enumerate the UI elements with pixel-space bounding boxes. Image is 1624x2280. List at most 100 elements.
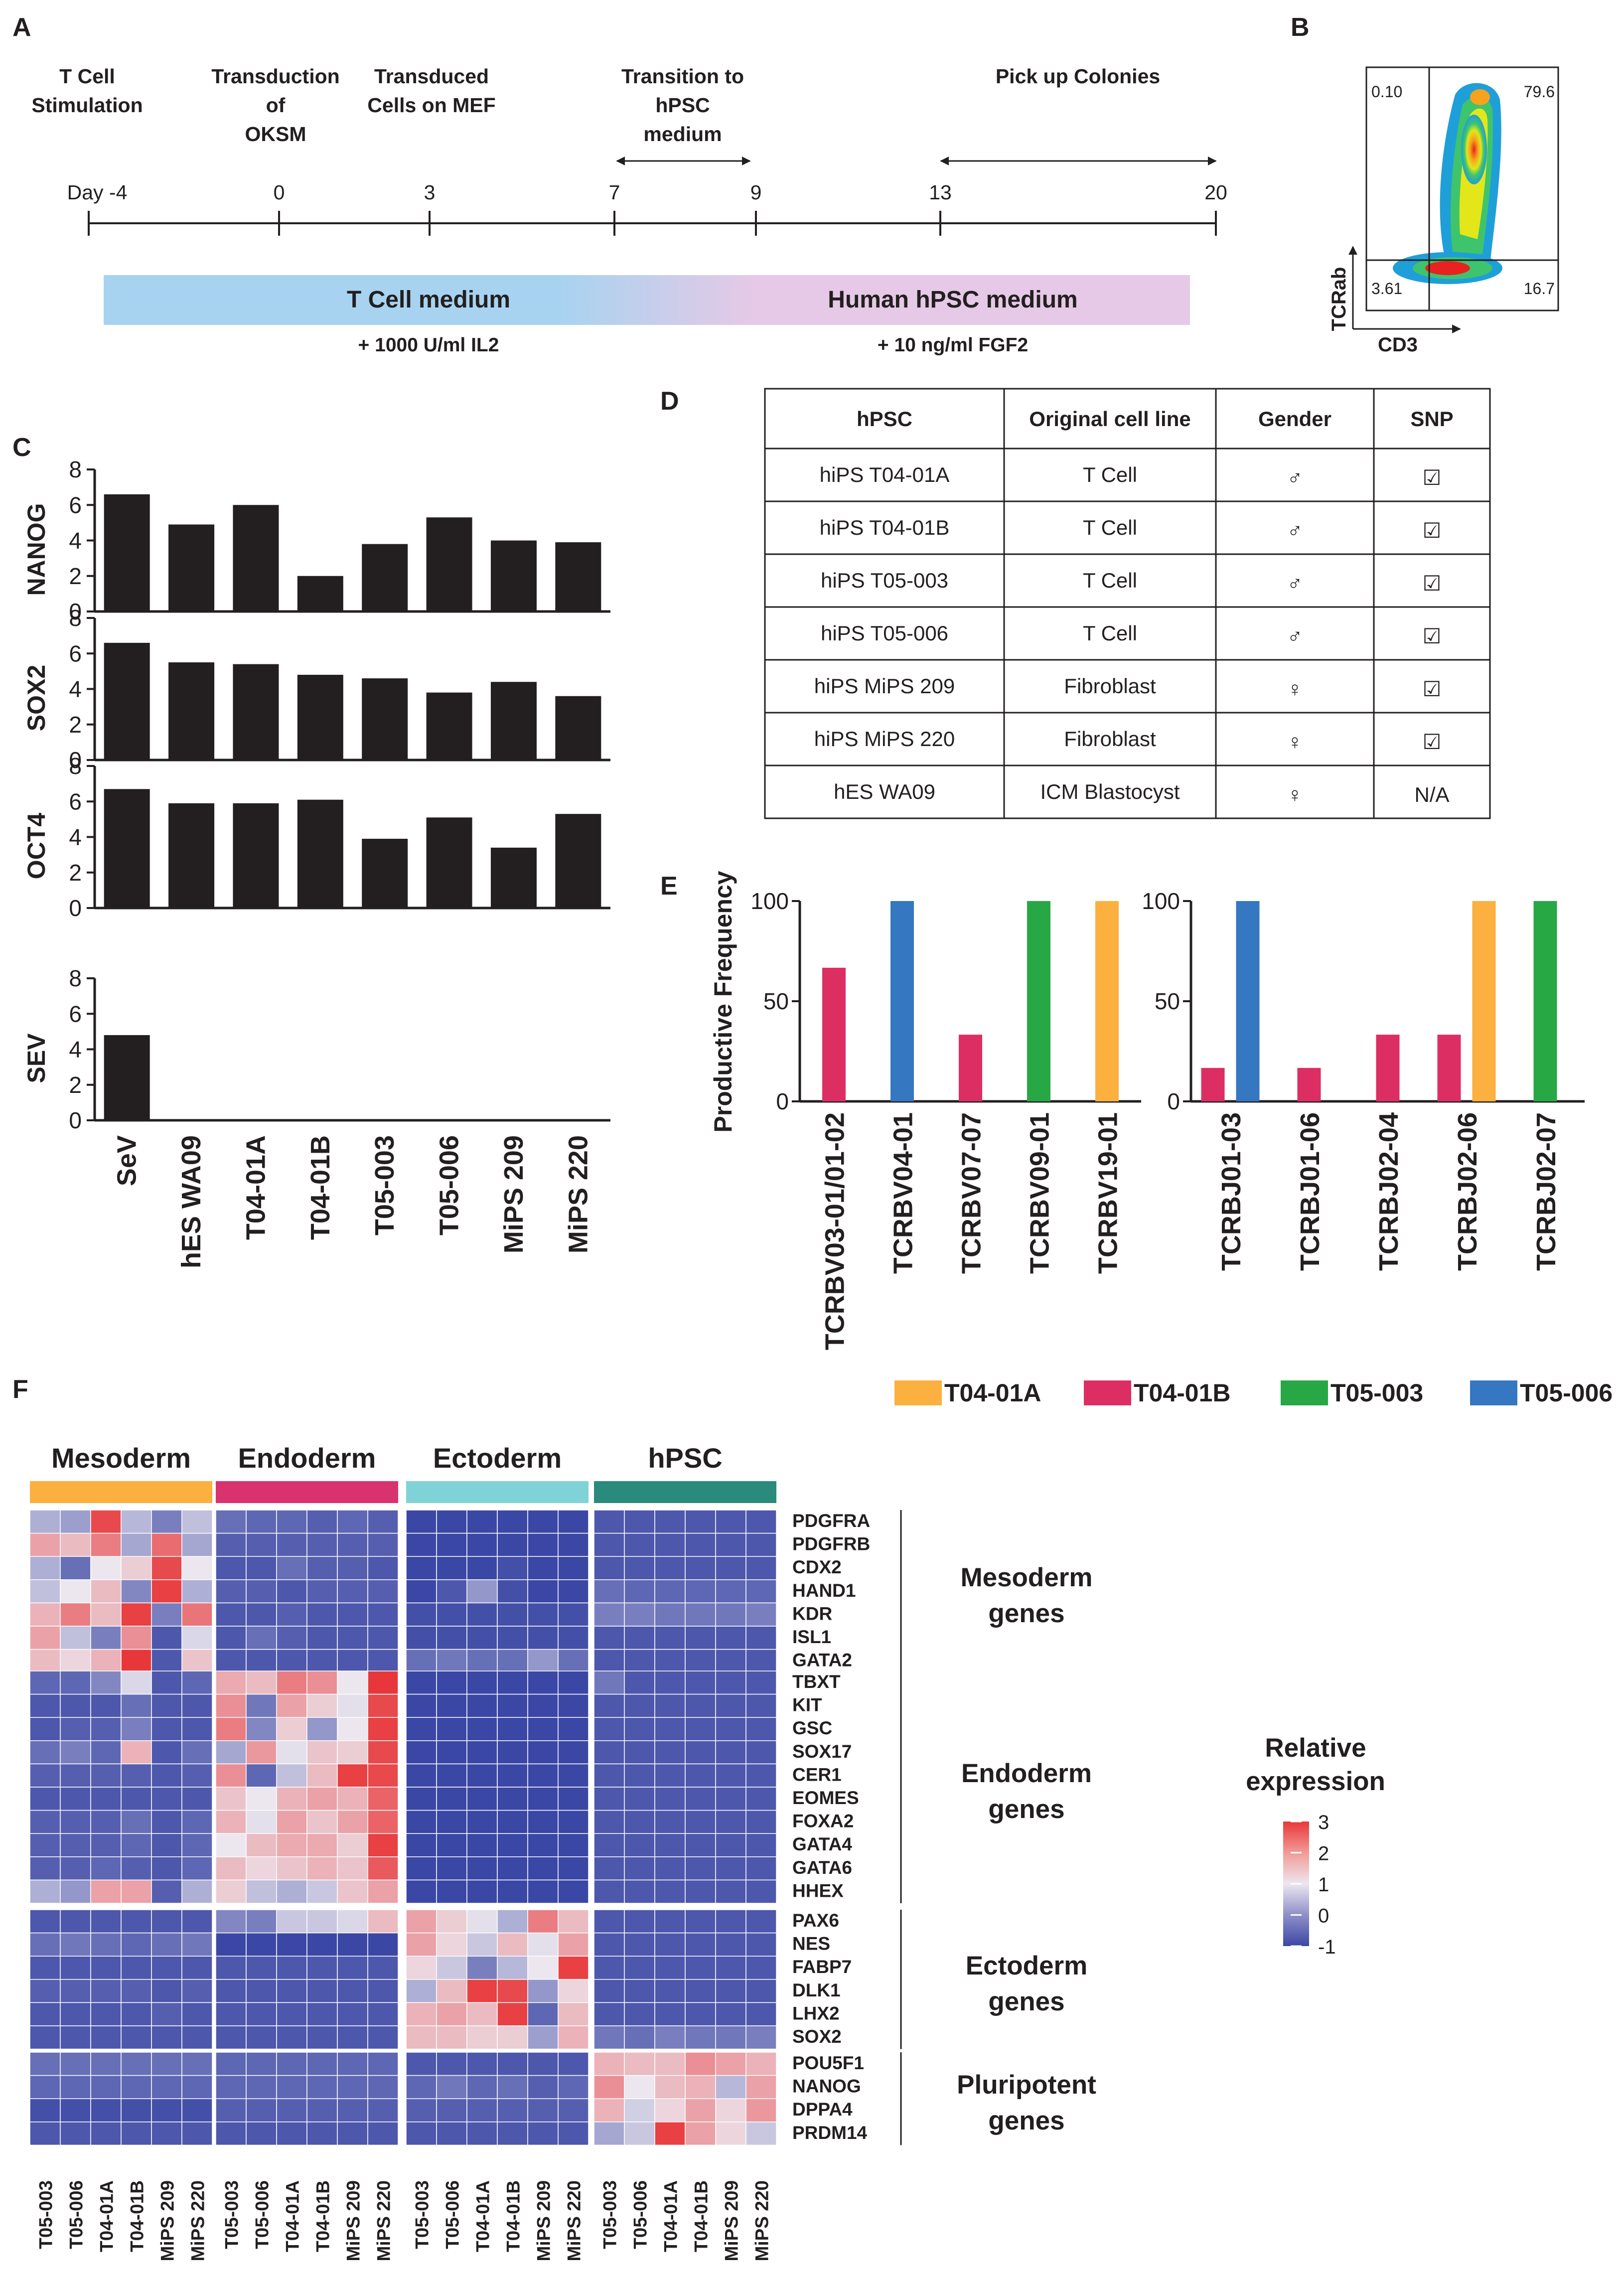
heatmap-cell	[181, 2122, 213, 2146]
heatmap-cell	[497, 1579, 528, 1604]
c-bar	[233, 664, 279, 760]
heatmap-cell	[745, 1956, 777, 1980]
heatmap-cell	[527, 1909, 559, 1934]
heatmap-cell	[406, 2098, 437, 2123]
heatmap-cell	[593, 1909, 625, 1934]
heatmap-cell	[436, 1671, 467, 1695]
e-category-label: TCRBJ02-07	[1531, 1112, 1561, 1271]
heatmap-cell	[367, 2098, 399, 2123]
table-cell-origin: ICM Blastocyst	[1040, 780, 1180, 803]
heatmap-cell	[246, 1671, 277, 1695]
heatmap-cell	[90, 1763, 122, 1788]
heatmap-cell	[121, 1810, 152, 1834]
heatmap-cell	[624, 1510, 655, 1534]
heatmap-cell	[276, 2002, 307, 2026]
heatmap-cell	[90, 1833, 122, 1857]
heatmap-cell	[29, 1740, 61, 1765]
heatmap-sample-label: T05-003	[222, 2180, 242, 2249]
colorbar-tick-label: -1	[1318, 1936, 1336, 1958]
heatmap-cell	[558, 1532, 589, 1557]
heatmap-cell	[624, 1556, 655, 1580]
male-icon: ♂	[1287, 572, 1303, 595]
heatmap-cell	[527, 1602, 559, 1627]
heatmap-cell	[367, 1909, 399, 1934]
heatmap-cell	[29, 1979, 61, 2003]
heatmap-cell	[497, 2025, 528, 2050]
heatmap-cell	[497, 1787, 528, 1811]
heatmap-cell	[181, 1763, 213, 1788]
e-tick-label: 0	[1167, 1088, 1180, 1114]
heatmap-cell	[29, 1671, 61, 1695]
heatmap-gene-label: KDR	[792, 1603, 832, 1624]
heatmap-cell	[60, 1833, 91, 1857]
heatmap-cell	[406, 2025, 437, 2050]
heatmap-gene-label: SOX17	[792, 1741, 852, 1762]
heatmap-cell	[685, 1717, 716, 1741]
heatmap-cell	[151, 1856, 182, 1881]
heatmap-cell	[558, 1671, 589, 1695]
heatmap-cell	[246, 1810, 277, 1834]
heatmap-cell	[497, 1979, 528, 2003]
heatmap-cell	[654, 1579, 686, 1604]
heatmap-cell	[715, 2075, 746, 2099]
legend-swatch	[894, 1380, 942, 1405]
heatmap-cell	[181, 1649, 213, 1673]
heatmap-cell	[624, 1932, 655, 1957]
heatmap-cell	[246, 1856, 277, 1881]
legend-label: T05-006	[1520, 1379, 1613, 1407]
heatmap-cell	[406, 1833, 437, 1857]
heatmap-cell	[466, 1787, 498, 1811]
e-category-label: TCRBV04-01	[888, 1112, 918, 1274]
heatmap-cell	[181, 1979, 213, 2003]
heatmap-cell	[745, 1810, 777, 1834]
heatmap-gene-label: CER1	[792, 1764, 842, 1785]
heatmap-cell	[685, 1740, 716, 1765]
heatmap-cell	[121, 1787, 152, 1811]
heatmap-cell	[215, 2025, 247, 2050]
heatmap-cell	[406, 1856, 437, 1881]
heatmap-cell	[246, 1510, 277, 1534]
heatmap-cell	[497, 1810, 528, 1834]
heatmap-cell	[337, 1763, 368, 1788]
heatmap-cell	[558, 1717, 589, 1741]
heatmap-cell	[527, 1740, 559, 1765]
heatmap-cell	[654, 1763, 686, 1788]
heatmap-cell	[276, 2052, 307, 2076]
heatmap-cell	[306, 1932, 338, 1957]
e-bar	[1437, 1035, 1461, 1101]
heatmap-cell	[306, 1833, 338, 1857]
heatmap-cell	[558, 1740, 589, 1765]
heatmap-cell	[685, 1693, 716, 1718]
heatmap-cell	[181, 1532, 213, 1557]
c-category-label: MiPS 220	[563, 1135, 593, 1253]
heatmap-cell	[246, 1556, 277, 1580]
heatmap-cell	[715, 2098, 746, 2123]
checkbox-checked-icon: ☑	[1423, 519, 1442, 542]
table-cell-origin: Fibroblast	[1064, 727, 1156, 751]
heatmap-cell	[654, 2025, 686, 2050]
heatmap-cell	[406, 1649, 437, 1673]
heatmap-sample-label: MiPS 209	[534, 2180, 554, 2261]
heatmap-cell	[654, 1671, 686, 1695]
heatmap-cell	[276, 1932, 307, 1957]
heatmap-cell	[29, 2052, 61, 2076]
heatmap-gene-label: GATA2	[792, 1650, 852, 1671]
heatmap-cell	[527, 1763, 559, 1788]
heatmap-cell	[90, 1626, 122, 1650]
heatmap-cell	[276, 1956, 307, 1980]
heatmap-cell	[337, 1579, 368, 1604]
c-ylabel: NANOG	[22, 503, 50, 596]
e-bar	[1236, 901, 1260, 1101]
heatmap-cell	[466, 1763, 498, 1788]
heatmap-cell	[90, 2075, 122, 2099]
heatmap-cell	[715, 1626, 746, 1650]
table-cell-hpsc: hiPS T05-003	[821, 569, 948, 592]
heatmap-cell	[436, 1740, 467, 1765]
heatmap-cell	[306, 2075, 338, 2099]
heatmap-cell	[276, 1787, 307, 1811]
heatmap-cell	[151, 1810, 182, 1834]
c-bar	[297, 799, 343, 908]
heatmap-gene-label: NANOG	[792, 2076, 861, 2097]
heatmap-cell	[527, 1579, 559, 1604]
table-cell-origin: Fibroblast	[1064, 674, 1156, 698]
